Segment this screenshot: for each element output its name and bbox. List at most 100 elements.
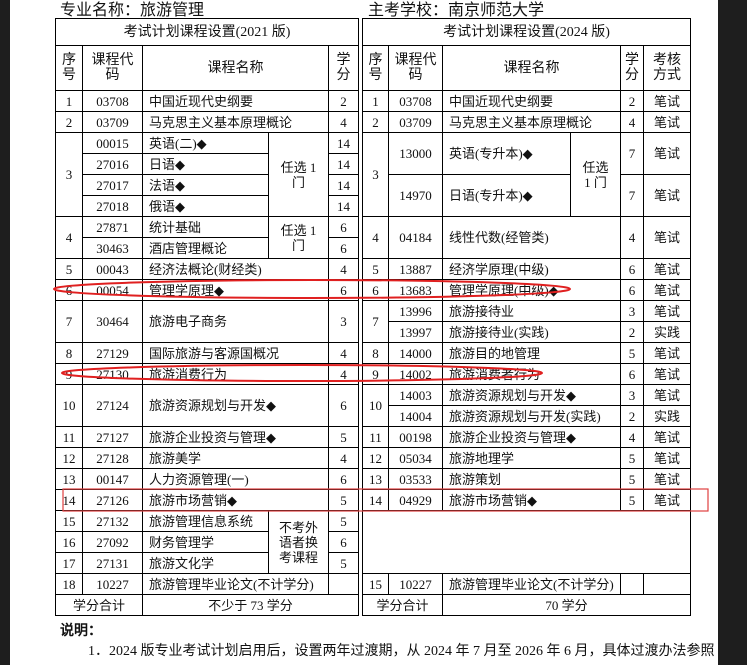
credit: 5 [620,342,644,364]
row-number: 6 [362,279,389,301]
course-code: 27127 [82,426,143,448]
elective-note: 不考外语者换考课程 [268,510,329,574]
exam-type: 笔试 [643,132,691,175]
credit: 6 [620,258,644,280]
row-number: 12 [55,447,83,469]
exam-type: 笔试 [643,258,691,280]
notes-title: 说明： [60,624,102,639]
course-code: 10227 [82,573,143,595]
column-header: 课程代码 [388,45,443,91]
course-code: 27018 [82,195,143,217]
total-label: 学分合计 [55,594,143,616]
row-number: 12 [362,447,389,469]
course-name: 旅游企业投资与管理◆ [442,426,621,448]
row-number: 2 [55,111,83,133]
course-code: 00054 [82,279,143,301]
course-code: 27132 [82,510,143,532]
course-name: 英语(专升本)◆ [442,132,571,175]
row-number: 8 [362,342,389,364]
row-number: 1 [362,90,389,112]
credit: 3 [620,300,644,322]
course-code: 27017 [82,174,143,196]
row-number: 3 [55,132,83,217]
credit: 14 [328,195,359,217]
course-name: 旅游电子商务 [142,300,329,343]
credit: 3 [620,384,644,406]
course-name: 管理学原理(中级)◆ [442,279,621,301]
row-number: 13 [362,468,389,490]
exam-type: 笔试 [643,174,691,217]
course-name: 人力资源管理(一) [142,468,329,490]
course-code: 14970 [388,174,443,217]
note-item: 1．2024 版专业考试计划启用后，设置两年过渡期，从 2024 年 7 月至 … [88,644,715,659]
course-name: 英语(二)◆ [142,132,269,154]
course-code: 27130 [82,363,143,385]
credit: 14 [328,132,359,154]
exam-type: 笔试 [643,384,691,406]
course-name: 旅游管理信息系统 [142,510,269,532]
course-name: 中国近现代史纲要 [442,90,621,112]
course-name: 旅游文化学 [142,552,269,574]
course-name: 经济学原理(中级) [442,258,621,280]
course-code: 04929 [388,489,443,511]
course-code: 05034 [388,447,443,469]
course-code: 03533 [388,468,443,490]
course-name: 经济法概论(财经类) [142,258,329,280]
column-header: 序号 [55,45,83,91]
course-code: 14003 [388,384,443,406]
course-code: 14000 [388,342,443,364]
row-number: 9 [55,363,83,385]
course-code: 00043 [82,258,143,280]
course-name: 旅游管理毕业论文(不计学分) [442,573,621,595]
credit: 5 [620,489,644,511]
course-name: 旅游企业投资与管理◆ [142,426,329,448]
course-name: 旅游资源规划与开发(实践) [442,405,621,427]
exam-type: 笔试 [643,279,691,301]
column-header: 序号 [362,45,389,91]
exam-type: 笔试 [643,489,691,511]
course-code: 27128 [82,447,143,469]
row-number: 3 [362,132,389,217]
row-number: 7 [362,300,389,343]
credit: 5 [328,426,359,448]
row-number: 11 [362,426,389,448]
course-name: 旅游市场营销◆ [442,489,621,511]
column-header: 考核方式 [643,45,691,91]
credit: 3 [328,300,359,343]
total-value: 70 学分 [442,594,691,616]
credit: 6 [328,216,359,238]
course-name: 旅游消费行为 [142,363,329,385]
credit: 2 [620,90,644,112]
course-name: 统计基础 [142,216,269,238]
credit: 5 [328,552,359,574]
row-number: 16 [55,531,83,553]
exam-type: 实践 [643,321,691,343]
course-code: 30464 [82,300,143,343]
document-page: 专业名称：旅游管理 主考学校：南京师范大学 说明： 1．2024 版专业考试计划… [10,0,718,665]
credit: 2 [620,321,644,343]
credit [328,573,359,595]
total-value: 不少于 73 学分 [142,594,359,616]
elective-note: 任选 1 门 [268,216,329,259]
credit: 6 [328,468,359,490]
course-code: 03708 [388,90,443,112]
row-number: 11 [55,426,83,448]
credit: 5 [328,489,359,511]
row-number: 14 [55,489,83,511]
course-code: 03709 [82,111,143,133]
elective-note: 任选 1 门 [570,132,621,217]
column-header: 学分 [328,45,359,91]
credit: 6 [328,531,359,553]
exam-type: 笔试 [643,216,691,259]
row-number: 17 [55,552,83,574]
credit: 6 [328,279,359,301]
credit: 6 [328,384,359,427]
exam-type: 笔试 [643,342,691,364]
credit: 7 [620,174,644,217]
credit: 7 [620,132,644,175]
column-header: 课程名称 [442,45,621,91]
course-code: 13683 [388,279,443,301]
course-name: 旅游管理毕业论文(不计学分) [142,573,329,595]
credit: 4 [620,216,644,259]
course-name: 财务管理学 [142,531,269,553]
